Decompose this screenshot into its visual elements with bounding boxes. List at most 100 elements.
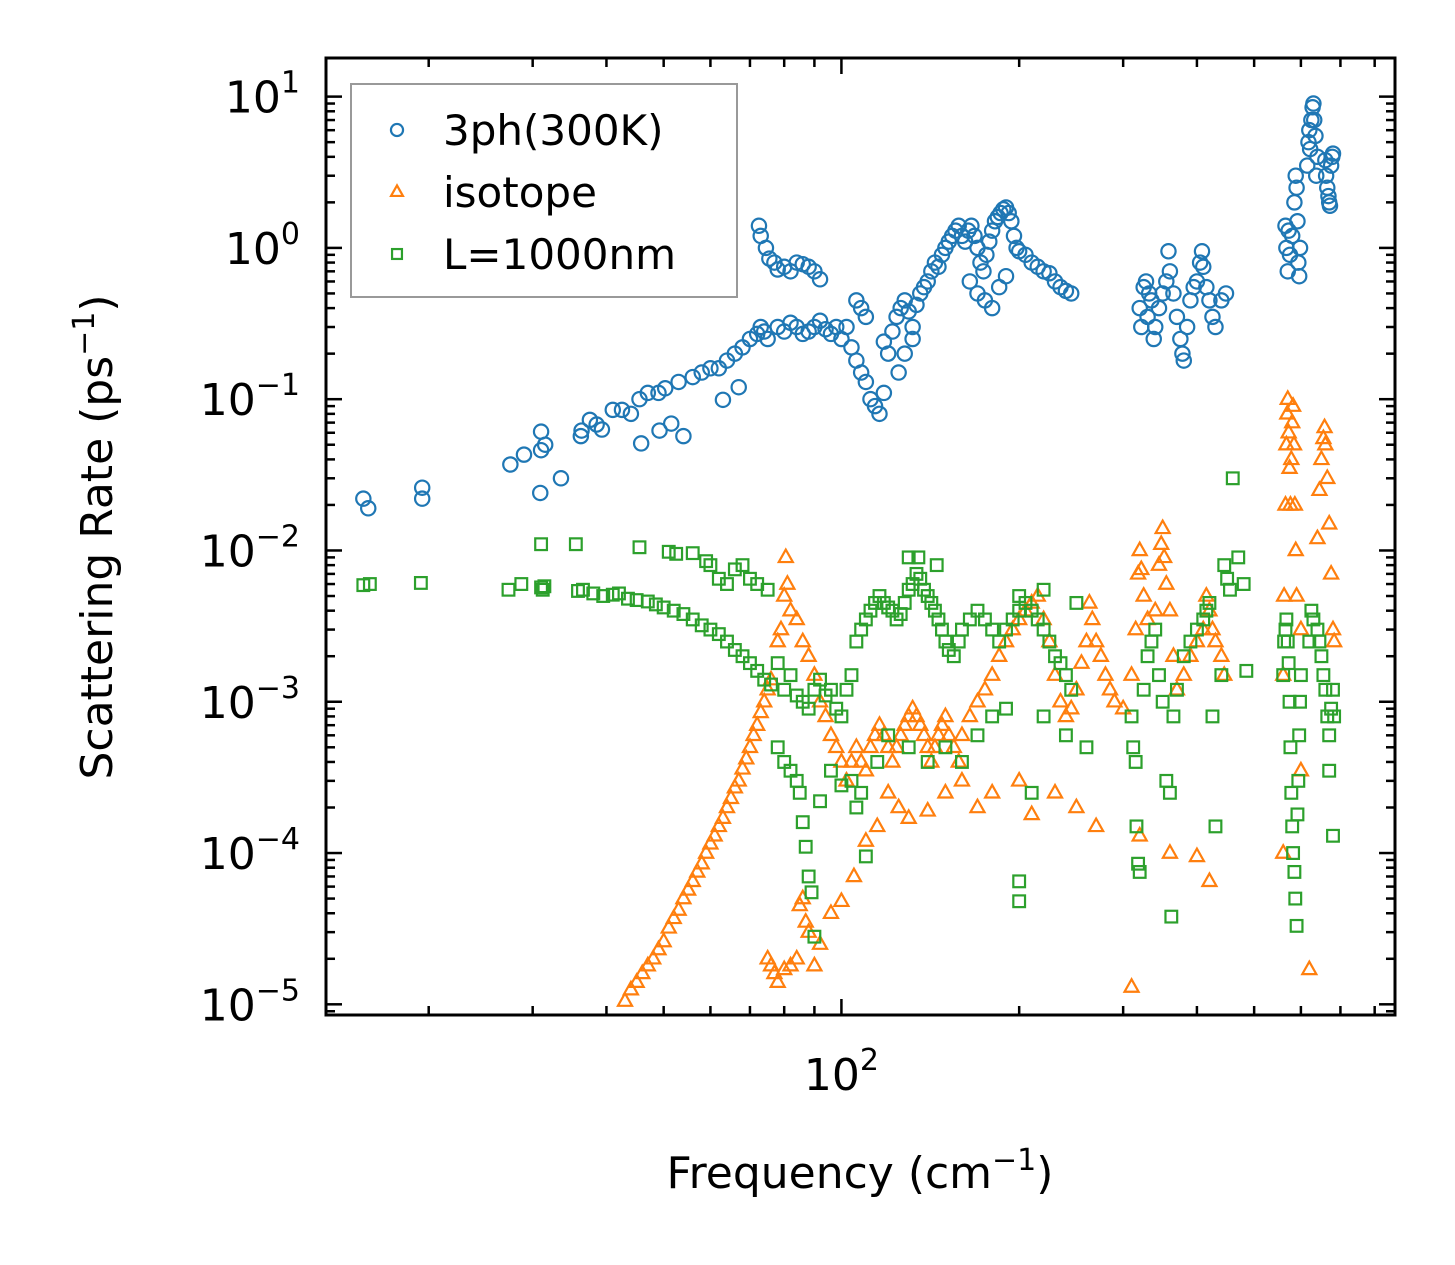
data-point <box>999 701 1013 716</box>
data-point <box>857 373 875 391</box>
data-point <box>537 579 552 594</box>
data-point <box>813 672 827 687</box>
data-point <box>918 800 937 817</box>
data-point <box>895 715 914 731</box>
data-point <box>1214 668 1229 683</box>
data-point <box>1164 909 1179 924</box>
data-point <box>847 737 866 754</box>
data-point <box>768 631 787 648</box>
data-point <box>1304 603 1319 618</box>
data-point <box>1225 471 1240 486</box>
data-point <box>911 715 930 731</box>
data-point <box>1291 619 1310 636</box>
data-point <box>1293 668 1308 683</box>
data-point <box>654 931 673 948</box>
data-point <box>1087 816 1106 833</box>
data-point <box>1005 227 1023 245</box>
data-point <box>1293 694 1307 709</box>
data-point <box>1322 728 1337 743</box>
data-point <box>1129 819 1144 834</box>
data-point <box>1287 585 1306 602</box>
series-circle <box>355 95 1342 517</box>
data-point <box>904 318 921 336</box>
y-tick-label: 10−1 <box>200 368 300 426</box>
data-point <box>799 646 818 662</box>
data-point <box>502 456 519 473</box>
data-point <box>733 758 752 775</box>
data-point <box>1057 706 1075 723</box>
data-point <box>953 725 971 742</box>
data-point <box>936 706 955 723</box>
data-point <box>552 470 570 487</box>
data-point <box>621 979 640 996</box>
y-tick-label: 10−4 <box>200 822 300 880</box>
data-point <box>757 239 775 257</box>
data-point <box>1206 631 1225 648</box>
data-point <box>904 330 921 348</box>
data-point <box>866 725 884 742</box>
data-point <box>1202 595 1217 610</box>
data-point <box>781 600 800 617</box>
data-point <box>1000 204 1017 222</box>
data-point <box>501 582 516 597</box>
data-point <box>1146 318 1164 336</box>
data-point <box>1145 330 1162 348</box>
data-point <box>997 267 1015 285</box>
data-point <box>1286 846 1301 860</box>
data-point <box>514 577 529 591</box>
data-point <box>670 373 687 391</box>
data-point <box>1101 679 1119 696</box>
data-point <box>1041 264 1058 282</box>
data-point <box>897 595 912 610</box>
data-point <box>963 217 980 235</box>
data-point <box>1024 785 1039 800</box>
data-point <box>1130 540 1149 557</box>
data-point <box>1199 603 1214 618</box>
data-point <box>926 737 944 754</box>
data-point <box>1322 563 1341 580</box>
data-point <box>1321 197 1339 214</box>
data-point <box>1291 239 1309 257</box>
data-point <box>588 416 605 433</box>
data-point <box>919 273 936 290</box>
data-point <box>1012 874 1027 889</box>
data-point <box>702 360 719 377</box>
x-axis-label: Frequency (cm−1) <box>667 1143 1054 1199</box>
data-point <box>884 323 901 340</box>
data-point <box>735 558 750 573</box>
data-point <box>811 312 829 329</box>
data-point <box>669 899 688 916</box>
data-point <box>1316 434 1335 451</box>
data-point <box>801 701 816 716</box>
data-point <box>1077 631 1096 648</box>
data-point <box>644 948 663 965</box>
data-point <box>693 364 710 381</box>
data-point <box>1072 653 1091 669</box>
data-point <box>515 446 533 463</box>
data-point <box>1201 292 1218 309</box>
data-point <box>966 227 983 245</box>
data-point <box>946 649 961 664</box>
data-point <box>842 751 861 768</box>
data-point <box>697 842 716 859</box>
data-point <box>1310 480 1329 497</box>
data-point <box>413 575 428 590</box>
data-point <box>1058 728 1073 743</box>
data-point <box>1193 243 1211 260</box>
data-point <box>752 318 769 336</box>
data-point <box>1302 634 1317 649</box>
data-point <box>1205 709 1220 724</box>
data-point <box>1122 665 1141 681</box>
data-point <box>1290 267 1308 285</box>
data-point <box>1176 649 1191 664</box>
data-point <box>729 770 748 787</box>
data-point <box>1324 145 1342 162</box>
data-point <box>648 597 663 612</box>
data-point <box>770 740 785 755</box>
data-point <box>811 691 829 708</box>
data-point <box>1036 709 1051 724</box>
data-point <box>1058 668 1073 683</box>
data-point <box>887 737 906 754</box>
data-point <box>1168 308 1186 326</box>
series-square <box>356 471 1342 944</box>
